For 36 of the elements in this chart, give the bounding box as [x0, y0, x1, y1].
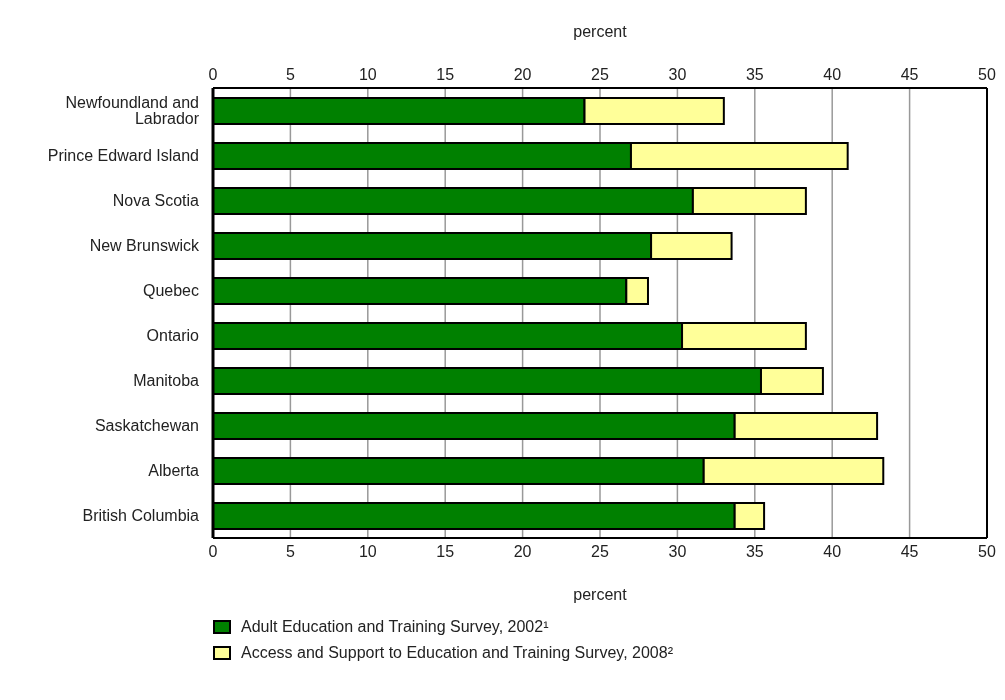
- x-tick-label: 20: [513, 66, 532, 83]
- y-tick-label: Ontario: [146, 327, 200, 345]
- x-tick-label: 35: [745, 66, 764, 83]
- x-tick-label: 25: [591, 66, 609, 83]
- x-tick-label: 45: [900, 66, 919, 83]
- x2-tick-label: 45: [900, 543, 919, 561]
- x2-tick-label: 20: [513, 543, 532, 561]
- legend-label: Access and Support to Education and Training Survey, 2008²: [241, 644, 673, 662]
- x-tick-label: 15: [436, 66, 455, 83]
- x2-tick-label: 40: [823, 543, 842, 561]
- x-axis-title: percent: [573, 586, 628, 603]
- y-tick-label: New Brunswick: [89, 237, 200, 255]
- x2-tick-label: 15: [436, 543, 455, 561]
- x-tick-label: 10: [358, 66, 377, 83]
- x-tick-label: 40: [823, 66, 842, 83]
- y-tick-label: Prince Edward Island: [47, 147, 199, 165]
- x2-tick-label: 35: [745, 543, 764, 561]
- y-tick-label: Nova Scotia: [112, 192, 200, 210]
- x-tick-label: 0: [208, 66, 218, 83]
- y-tick-label: Manitoba: [133, 372, 200, 390]
- legend-label: Adult Education and Training Survey, 2002¹: [241, 618, 549, 636]
- x2-tick-label: 10: [358, 543, 377, 561]
- x2-axis-title: percent: [573, 23, 628, 41]
- y-tick-label: Saskatchewan: [94, 417, 199, 435]
- x2-tick-label: 25: [591, 543, 609, 561]
- x2-tick-label: 0: [208, 543, 218, 561]
- x-tick-label: 50: [978, 66, 996, 83]
- y-tick-label: British Columbia: [82, 507, 200, 525]
- y-tick-label: Quebec: [142, 282, 199, 300]
- y-tick-label: Newfoundland and Labrador: [65, 94, 200, 128]
- y-tick-label: Alberta: [148, 462, 200, 480]
- x-tick-label: 5: [285, 66, 295, 83]
- x2-tick-label: 30: [668, 543, 687, 561]
- x-tick-label: 30: [668, 66, 687, 83]
- x2-tick-label: 50: [978, 543, 996, 561]
- x2-tick-label: 5: [285, 543, 295, 561]
